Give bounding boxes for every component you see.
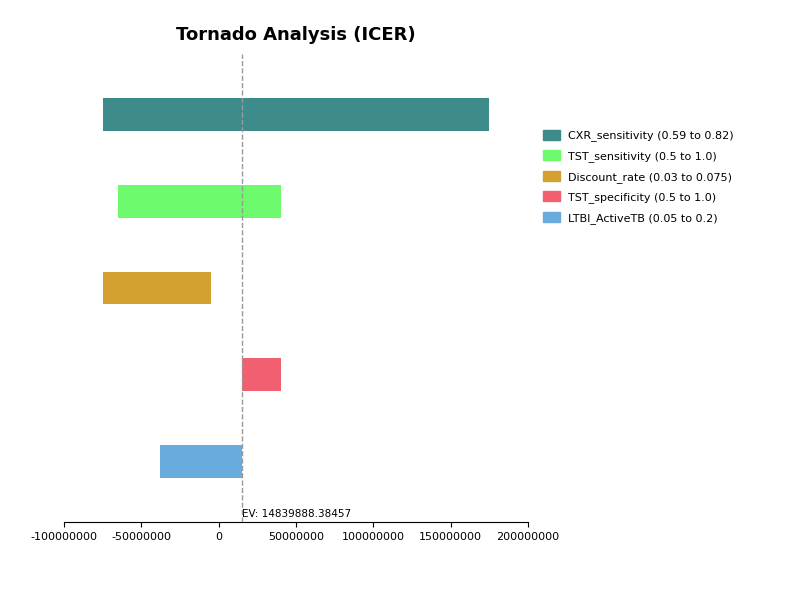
- Text: EV: 14839888.38457: EV: 14839888.38457: [242, 509, 350, 519]
- Bar: [102, 272, 211, 304]
- Bar: [160, 445, 242, 478]
- Bar: [118, 185, 281, 218]
- Bar: [242, 358, 281, 391]
- Title: Tornado Analysis (ICER): Tornado Analysis (ICER): [176, 26, 416, 44]
- Bar: [102, 98, 490, 131]
- Legend: CXR_sensitivity (0.59 to 0.82), TST_sensitivity (0.5 to 1.0), Discount_rate (0.0: CXR_sensitivity (0.59 to 0.82), TST_sens…: [543, 130, 734, 224]
